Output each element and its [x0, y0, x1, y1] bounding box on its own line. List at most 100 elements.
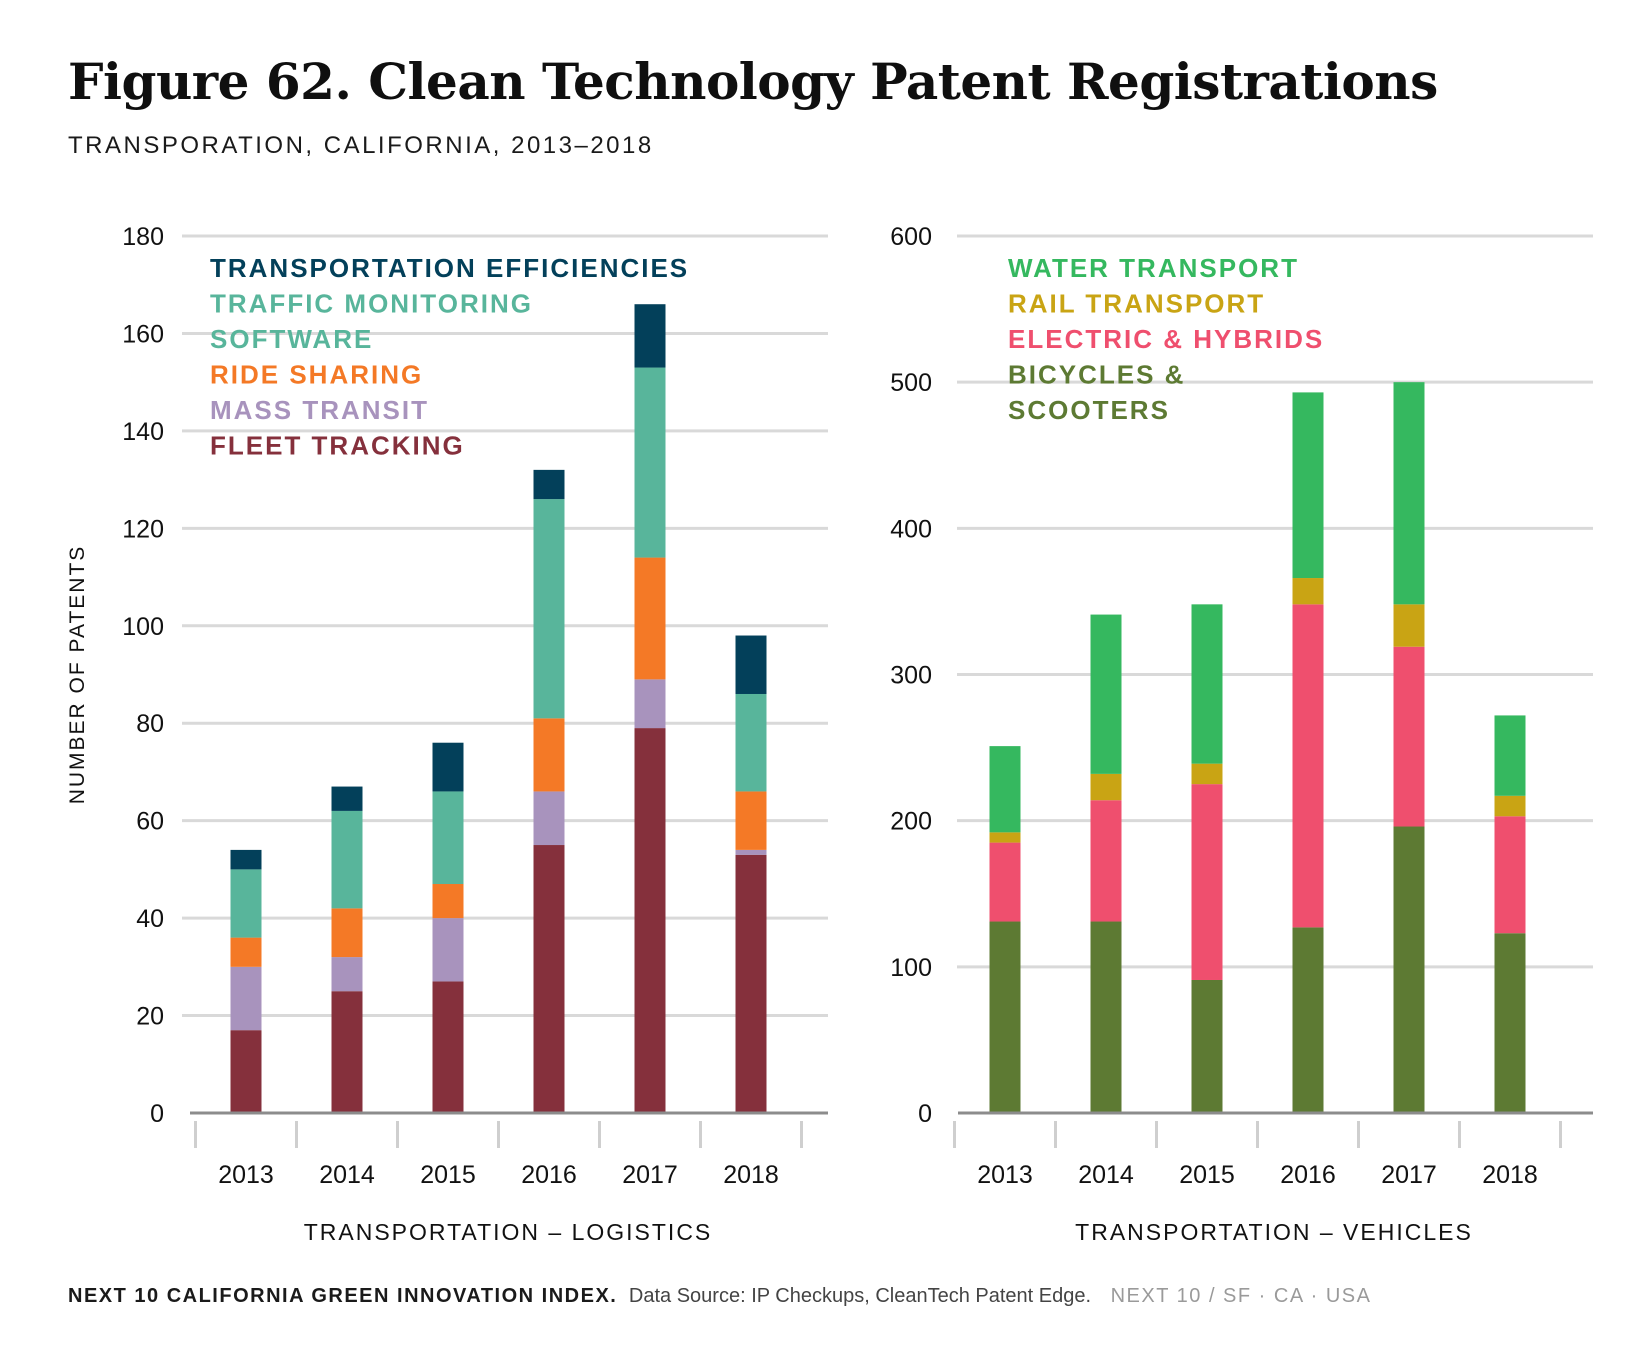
bar-segment	[331, 957, 363, 992]
footer-org: NEXT 10 / SF · CA · USA	[1110, 1285, 1372, 1307]
bar-segment	[533, 791, 565, 846]
y-axis-label: NUMBER OF PATENTS	[66, 545, 89, 805]
x-tick-label: 2018	[1482, 1161, 1538, 1189]
bar-segment	[1292, 578, 1324, 605]
bar-segment	[432, 791, 464, 885]
x-tick-label: 2017	[1381, 1161, 1437, 1189]
bar-segment	[1494, 715, 1526, 796]
y-tick-label: 300	[890, 662, 932, 690]
legend-entry: SCOOTERS	[1008, 395, 1170, 425]
bar-segment	[432, 884, 464, 919]
bar-segment	[1393, 382, 1425, 605]
bar-segment	[735, 693, 767, 792]
x-tick-label: 2013	[218, 1161, 274, 1189]
legend-entry: MASS TRANSIT	[210, 395, 429, 425]
bar-segment	[533, 499, 565, 719]
bar-segment	[230, 869, 262, 938]
bar-segment	[634, 304, 666, 368]
bar-segment	[989, 921, 1021, 1113]
footer-source: Data Source: IP Checkups, CleanTech Pate…	[628, 1285, 1092, 1307]
y-tick-label: 100	[890, 954, 932, 982]
x-tick-label: 2016	[1280, 1161, 1336, 1189]
x-tick-label: 2018	[723, 1161, 779, 1189]
bar-segment	[230, 937, 262, 967]
y-tick-label: 60	[136, 808, 164, 836]
x-tick-label: 2015	[1179, 1161, 1235, 1189]
y-tick-label: 20	[136, 1003, 164, 1031]
y-tick-label: 200	[890, 808, 932, 836]
y-tick-label: 120	[122, 515, 164, 543]
bar-segment	[1090, 773, 1122, 801]
chart-subtitle: TRANSPORATION, CALIFORNIA, 2013–2018	[68, 132, 654, 159]
bar-segment	[1090, 800, 1122, 922]
y-tick-label: 180	[122, 223, 164, 251]
bar-segment	[989, 842, 1021, 922]
y-tick-label: 80	[136, 710, 164, 738]
bar-segment	[533, 845, 565, 1113]
bar-segment	[1090, 614, 1122, 774]
y-tick-label: 140	[122, 418, 164, 446]
bar-segment	[1393, 826, 1425, 1113]
bar-segment	[533, 718, 565, 792]
bar-segment	[634, 367, 666, 558]
bar-segment	[230, 849, 262, 870]
bar-segment	[634, 557, 666, 680]
legend-entry: FLEET TRACKING	[210, 431, 465, 461]
bar-segment	[634, 728, 666, 1113]
bar-segment	[1292, 604, 1324, 928]
bar-segment	[1191, 604, 1223, 764]
bar-segment	[1393, 604, 1425, 647]
x-tick-label: 2017	[622, 1161, 678, 1189]
bar-segment	[735, 849, 767, 855]
bar-segment	[230, 966, 262, 1031]
bar-segment	[735, 791, 767, 850]
bar-segment	[1191, 784, 1223, 980]
x-tick-label: 2014	[1078, 1161, 1134, 1189]
legend-entry: TRAFFIC MONITORING	[210, 289, 533, 319]
x-tick-label: 2013	[977, 1161, 1033, 1189]
x-tick-label: 2016	[521, 1161, 577, 1189]
bar-segment	[1494, 933, 1526, 1113]
bar-segment	[331, 810, 363, 909]
y-tick-label: 100	[122, 613, 164, 641]
bar-segment	[735, 854, 767, 1113]
legend-entry: SOFTWARE	[210, 324, 373, 354]
chart-title: Figure 62. Clean Technology Patent Regis…	[68, 52, 1438, 111]
bar-segment	[331, 786, 363, 811]
bar-segment	[432, 742, 464, 792]
x-axis-label: TRANSPORTATION – LOGISTICS	[304, 1219, 713, 1245]
x-tick-label: 2015	[420, 1161, 476, 1189]
bar-segment	[230, 1030, 262, 1113]
bar-segment	[533, 469, 565, 500]
bar-segment	[1494, 816, 1526, 934]
bar-segment	[331, 908, 363, 958]
bar-segment	[1090, 921, 1122, 1113]
y-tick-label: 0	[918, 1100, 932, 1128]
bar-segment	[1191, 763, 1223, 785]
legend-entry: RAIL TRANSPORT	[1008, 289, 1265, 319]
bar-segment	[989, 746, 1021, 833]
footer-index: NEXT 10 CALIFORNIA GREEN INNOVATION INDE…	[68, 1285, 618, 1307]
bar-segment	[634, 679, 666, 729]
legend-entry: BICYCLES &	[1008, 360, 1185, 390]
y-tick-label: 400	[890, 515, 932, 543]
bar-segment	[1292, 927, 1324, 1113]
bar-segment	[1191, 979, 1223, 1113]
x-tick-label: 2014	[319, 1161, 375, 1189]
legend-entry: TRANSPORTATION EFFICIENCIES	[210, 253, 689, 283]
bar-segment	[1494, 795, 1526, 817]
legend-entry: RIDE SHARING	[210, 360, 423, 390]
legend-entry: WATER TRANSPORT	[1008, 253, 1299, 283]
bar-segment	[989, 832, 1021, 843]
y-tick-label: 0	[150, 1100, 164, 1128]
bar-segment	[735, 635, 767, 694]
footer: NEXT 10 CALIFORNIA GREEN INNOVATION INDE…	[68, 1285, 1371, 1308]
bar-segment	[432, 981, 464, 1113]
y-tick-label: 160	[122, 320, 164, 348]
bar-segment	[331, 991, 363, 1113]
y-tick-label: 40	[136, 905, 164, 933]
bar-segment	[1393, 646, 1425, 827]
x-axis-label: TRANSPORTATION – VEHICLES	[1075, 1219, 1473, 1245]
y-tick-label: 500	[890, 369, 932, 397]
